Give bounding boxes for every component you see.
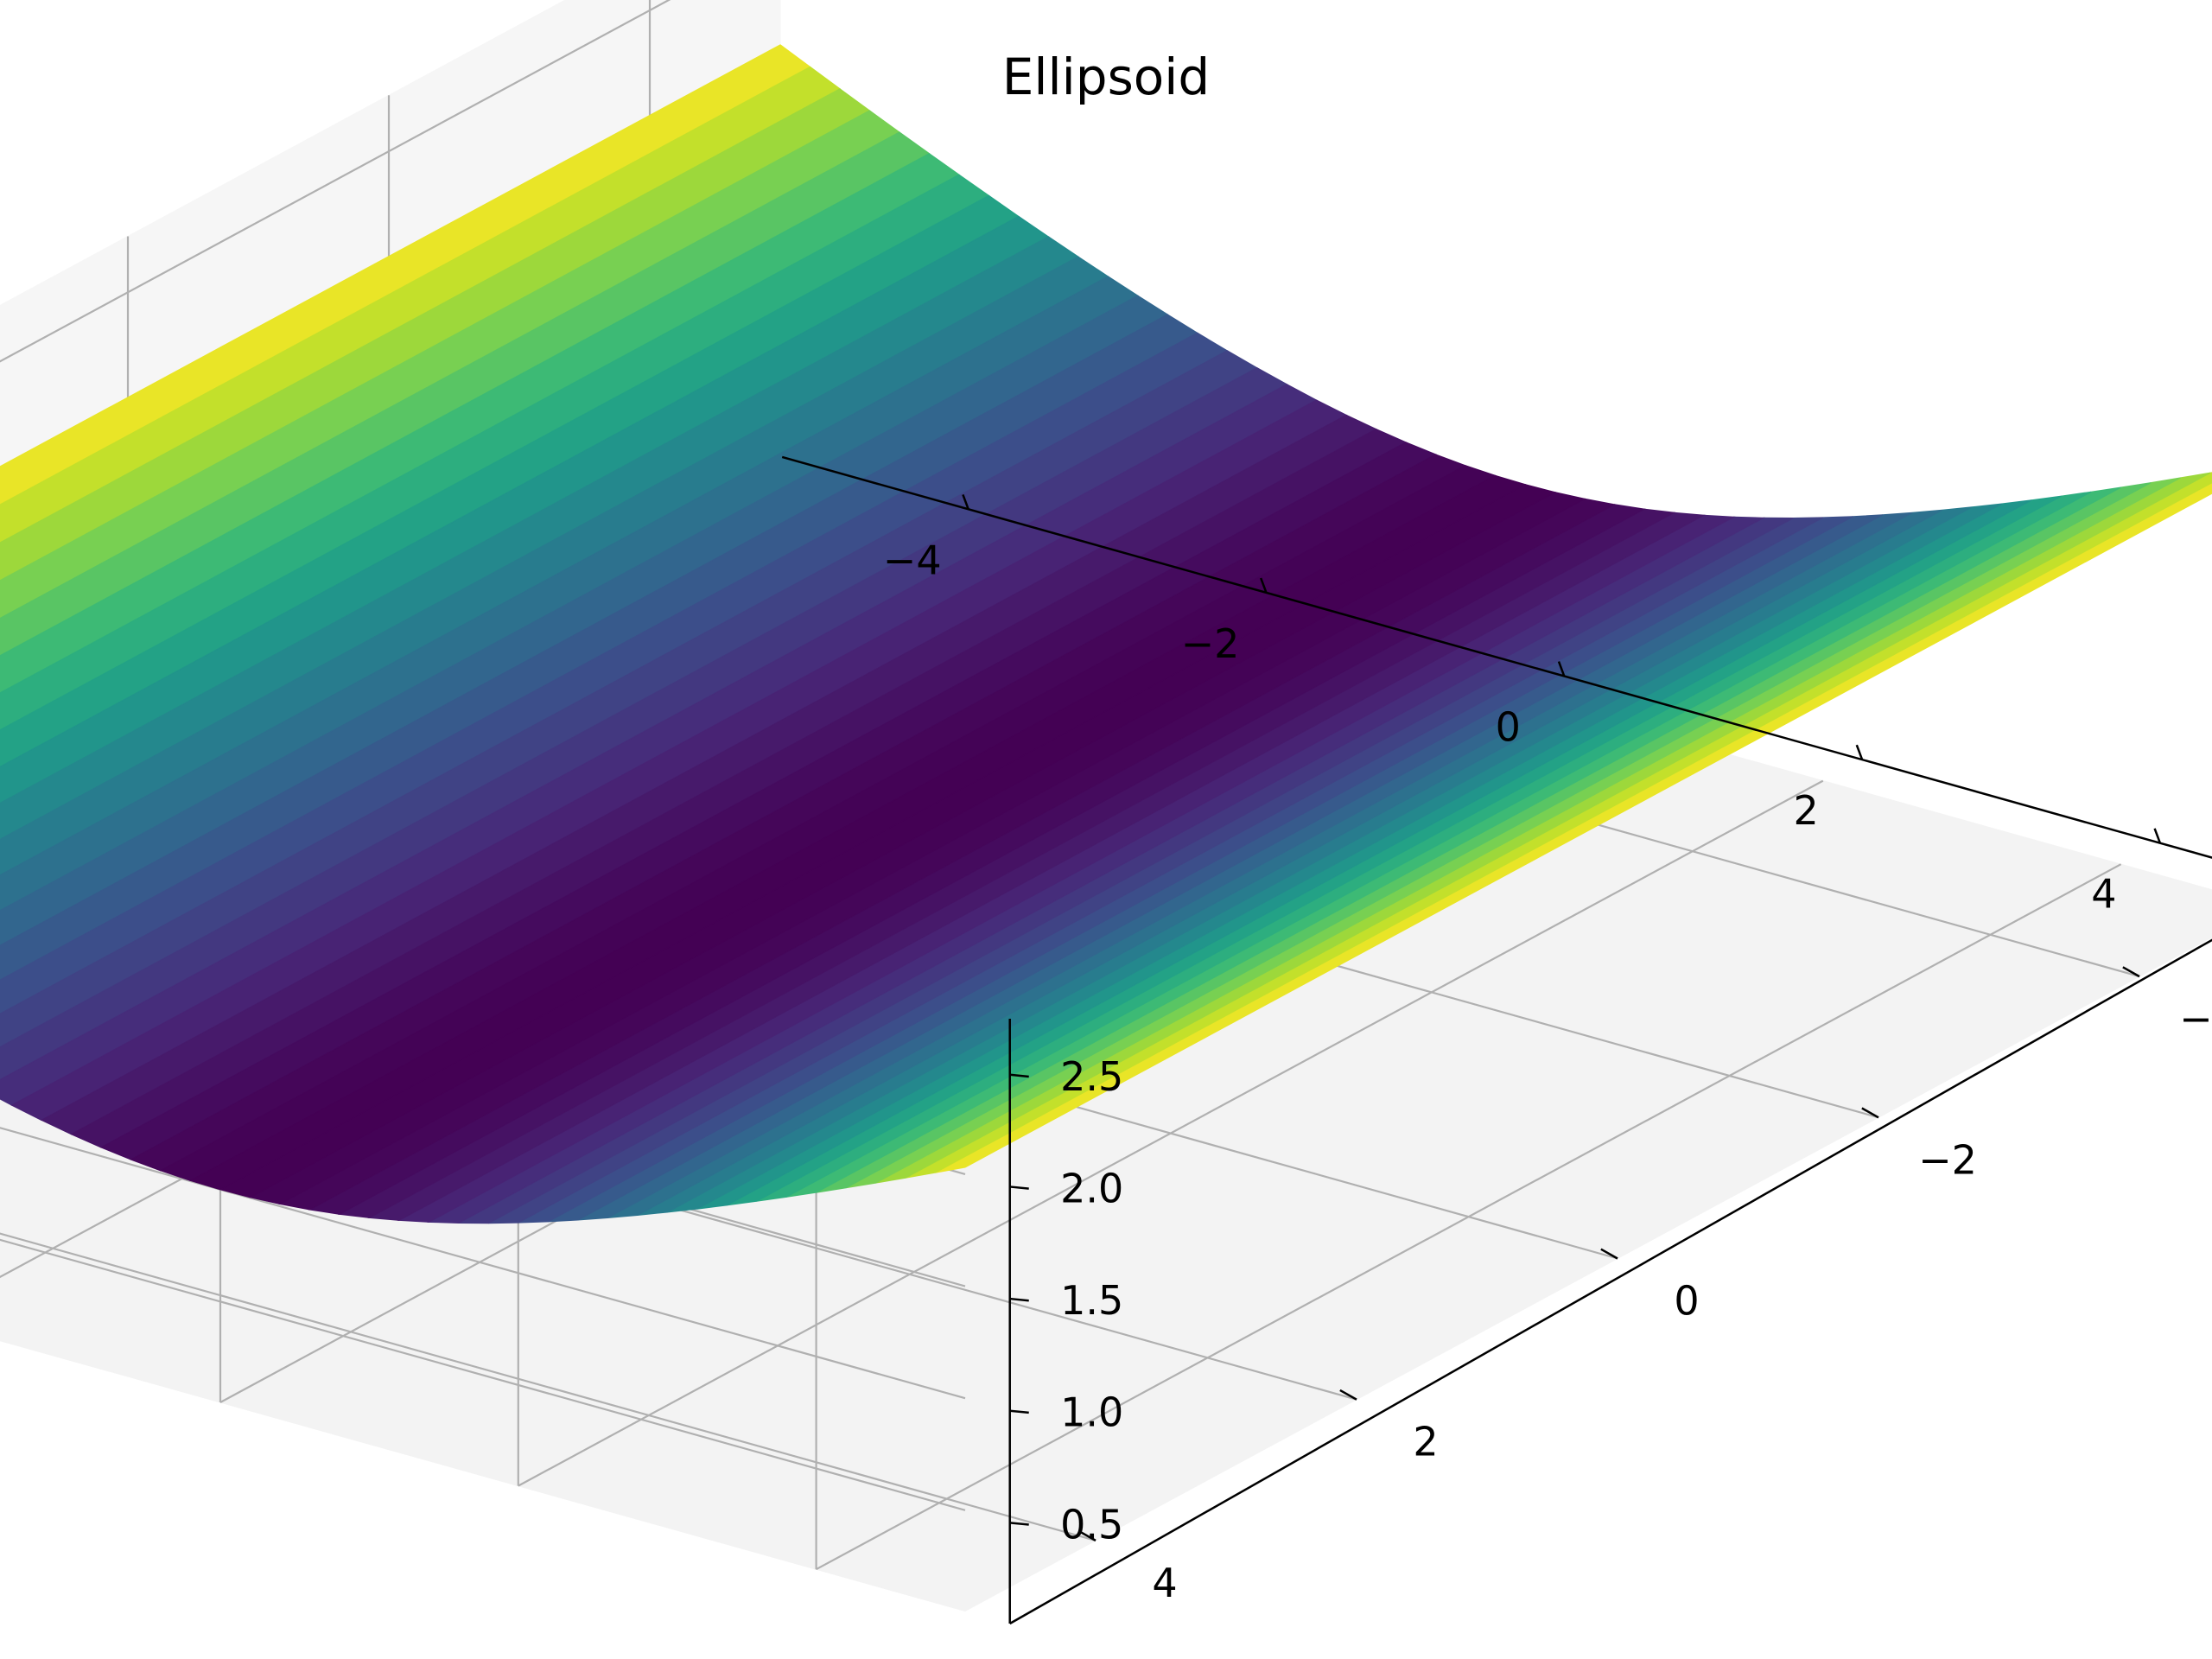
- x-tick-label: −2: [1181, 620, 1240, 667]
- x-tick-label: 4: [2091, 871, 2116, 918]
- z-tick-label: 1.0: [1060, 1389, 1123, 1436]
- y-tick-label: 4: [1152, 1560, 1177, 1606]
- z-tick-label: 0.5: [1060, 1501, 1123, 1548]
- chart-title: Ellipsoid: [0, 48, 2212, 106]
- z-tick-label: 2.0: [1060, 1165, 1123, 1211]
- z-tick-label: 2.5: [1060, 1053, 1123, 1100]
- x-tick-label: 0: [1496, 704, 1521, 751]
- y-tick-label: −4: [2179, 995, 2212, 1042]
- x-tick-label: 2: [1793, 787, 1818, 834]
- y-tick-label: 0: [1674, 1278, 1699, 1325]
- y-tick-label: 2: [1413, 1419, 1438, 1465]
- y-tick-label: −2: [1918, 1136, 1977, 1183]
- z-tick-label: 1.5: [1060, 1277, 1123, 1324]
- x-tick-label: −4: [883, 537, 942, 583]
